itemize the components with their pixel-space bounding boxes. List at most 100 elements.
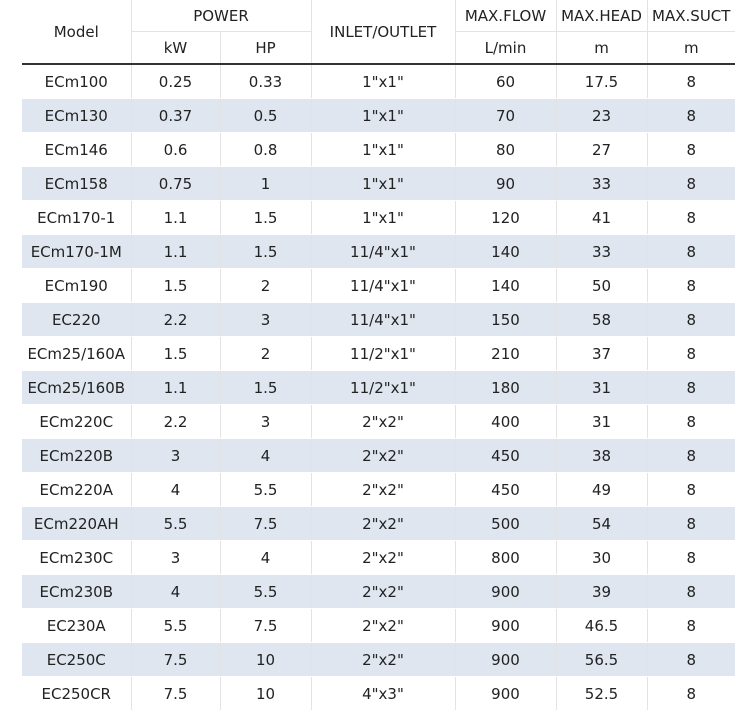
table-cell: 8 (646, 608, 735, 643)
table-cell: 2"x2" (310, 574, 455, 609)
table-row: ECm230B 4 5.5 2"x2" 900 39 8 (22, 574, 735, 609)
table-cell: ECm190 (22, 268, 131, 303)
table-cell: 50 (555, 268, 647, 303)
table-cell: 4"x3" (310, 676, 455, 711)
table-cell: ECm25/160B (22, 370, 131, 405)
table-cell: ECm25/160A (22, 336, 131, 371)
table-cell: EC250C (22, 642, 131, 677)
table-cell: 7.5 (130, 642, 220, 677)
table-cell: 1.5 (130, 336, 220, 371)
table-cell: 1"x1" (310, 64, 455, 99)
header-cell: MAX.HEAD (555, 0, 647, 32)
header-cell: Model (22, 0, 131, 65)
table-cell: 0.6 (130, 132, 220, 167)
table-cell: 11/4"x1" (310, 268, 455, 303)
table-cell: 2 (219, 336, 311, 371)
table-cell: 140 (454, 268, 556, 303)
table-cell: 8 (646, 302, 735, 337)
header-cell: MAX.SUCT (646, 0, 735, 32)
table-row: ECm25/160B 1.1 1.5 11/2"x1" 180 31 8 (22, 370, 735, 405)
table-cell: 2"x2" (310, 506, 455, 541)
table-cell: 1.5 (219, 234, 311, 269)
table-cell: 8 (646, 234, 735, 269)
table-cell: 2"x2" (310, 472, 455, 507)
table-cell: 2 (219, 268, 311, 303)
table-cell: 39 (555, 574, 647, 609)
unit-cell: HP (219, 31, 311, 65)
table-cell: 210 (454, 336, 556, 371)
table-cell: 8 (646, 98, 735, 133)
table-row: ECm190 1.5 2 11/4"x1" 140 50 8 (22, 268, 735, 303)
table-cell: ECm220B (22, 438, 131, 473)
table-row: EC250C 7.5 10 2"x2" 900 56.5 8 (22, 642, 735, 677)
table-cell: 3 (219, 302, 311, 337)
header-cell: POWER (130, 0, 311, 32)
table-row: ECm230C 3 4 2"x2" 800 30 8 (22, 540, 735, 575)
table-row: ECm220A 4 5.5 2"x2" 450 49 8 (22, 472, 735, 507)
table-cell: 8 (646, 574, 735, 609)
table-cell: EC230A (22, 608, 131, 643)
table-cell: 1.5 (219, 370, 311, 405)
table-cell: 450 (454, 472, 556, 507)
table-cell: 2"x2" (310, 540, 455, 575)
table-cell: 900 (454, 574, 556, 609)
table-row: EC220 2.2 3 11/4"x1" 150 58 8 (22, 302, 735, 337)
table-cell: 150 (454, 302, 556, 337)
table-cell: 58 (555, 302, 647, 337)
table-cell: 38 (555, 438, 647, 473)
table-cell: 7.5 (130, 676, 220, 711)
table-row: ECm170-1 1.1 1.5 1"x1" 120 41 8 (22, 200, 735, 235)
table-row: ECm158 0.75 1 1"x1" 90 33 8 (22, 166, 735, 201)
table-cell: 8 (646, 132, 735, 167)
table-cell: 8 (646, 404, 735, 439)
header-cell: MAX.FLOW (454, 0, 556, 32)
table-cell: 8 (646, 200, 735, 235)
table-cell: 37 (555, 336, 647, 371)
table-cell: 0.25 (130, 64, 220, 99)
table-cell: 1"x1" (310, 166, 455, 201)
table-cell: 11/4"x1" (310, 302, 455, 337)
table-cell: 0.8 (219, 132, 311, 167)
table-row: ECm220C 2.2 3 2"x2" 400 31 8 (22, 404, 735, 439)
table-cell: ECm146 (22, 132, 131, 167)
table-cell: 52.5 (555, 676, 647, 711)
table-cell: EC250CR (22, 676, 131, 711)
table-row: ECm220AH 5.5 7.5 2"x2" 500 54 8 (22, 506, 735, 541)
table-row: ECm130 0.37 0.5 1"x1" 70 23 8 (22, 98, 735, 133)
table-cell: ECm170-1 (22, 200, 131, 235)
table-cell: 3 (219, 404, 311, 439)
table-cell: 33 (555, 234, 647, 269)
table-cell: 1.1 (130, 370, 220, 405)
table-body: ECm100 0.25 0.33 1"x1" 60 17.5 8 ECm130 0.37 0.5 1… (22, 64, 735, 711)
table-cell: 8 (646, 642, 735, 677)
table-cell: 90 (454, 166, 556, 201)
table-cell: 54 (555, 506, 647, 541)
table-cell: 10 (219, 642, 311, 677)
table-cell: 56.5 (555, 642, 647, 677)
table-cell: 30 (555, 540, 647, 575)
table-cell: 49 (555, 472, 647, 507)
table-cell: 5.5 (219, 574, 311, 609)
unit-cell: m (555, 31, 647, 65)
table-cell: 1.5 (130, 268, 220, 303)
unit-cell: L/min (454, 31, 556, 65)
header-cell: INLET/OUTLET (310, 0, 455, 65)
table-row: ECm25/160A 1.5 2 11/2"x1" 210 37 8 (22, 336, 735, 371)
table-cell: 0.5 (219, 98, 311, 133)
table-cell: 2"x2" (310, 608, 455, 643)
table-cell: 2.2 (130, 302, 220, 337)
table-cell: 8 (646, 540, 735, 575)
table-cell: 3 (130, 438, 220, 473)
table-cell: 23 (555, 98, 647, 133)
table-cell: 7.5 (219, 506, 311, 541)
table-cell: 27 (555, 132, 647, 167)
table-cell: 7.5 (219, 608, 311, 643)
table-cell: 1"x1" (310, 200, 455, 235)
table-row: ECm220B 3 4 2"x2" 450 38 8 (22, 438, 735, 473)
table-cell: 800 (454, 540, 556, 575)
table-row: ECm170-1M 1.1 1.5 11/4"x1" 140 33 8 (22, 234, 735, 269)
table-cell: 46.5 (555, 608, 647, 643)
page: {"header": {"model": "Model", "power": "… (22, 0, 735, 711)
table-row: ECm146 0.6 0.8 1"x1" 80 27 8 (22, 132, 735, 167)
table-cell: 180 (454, 370, 556, 405)
